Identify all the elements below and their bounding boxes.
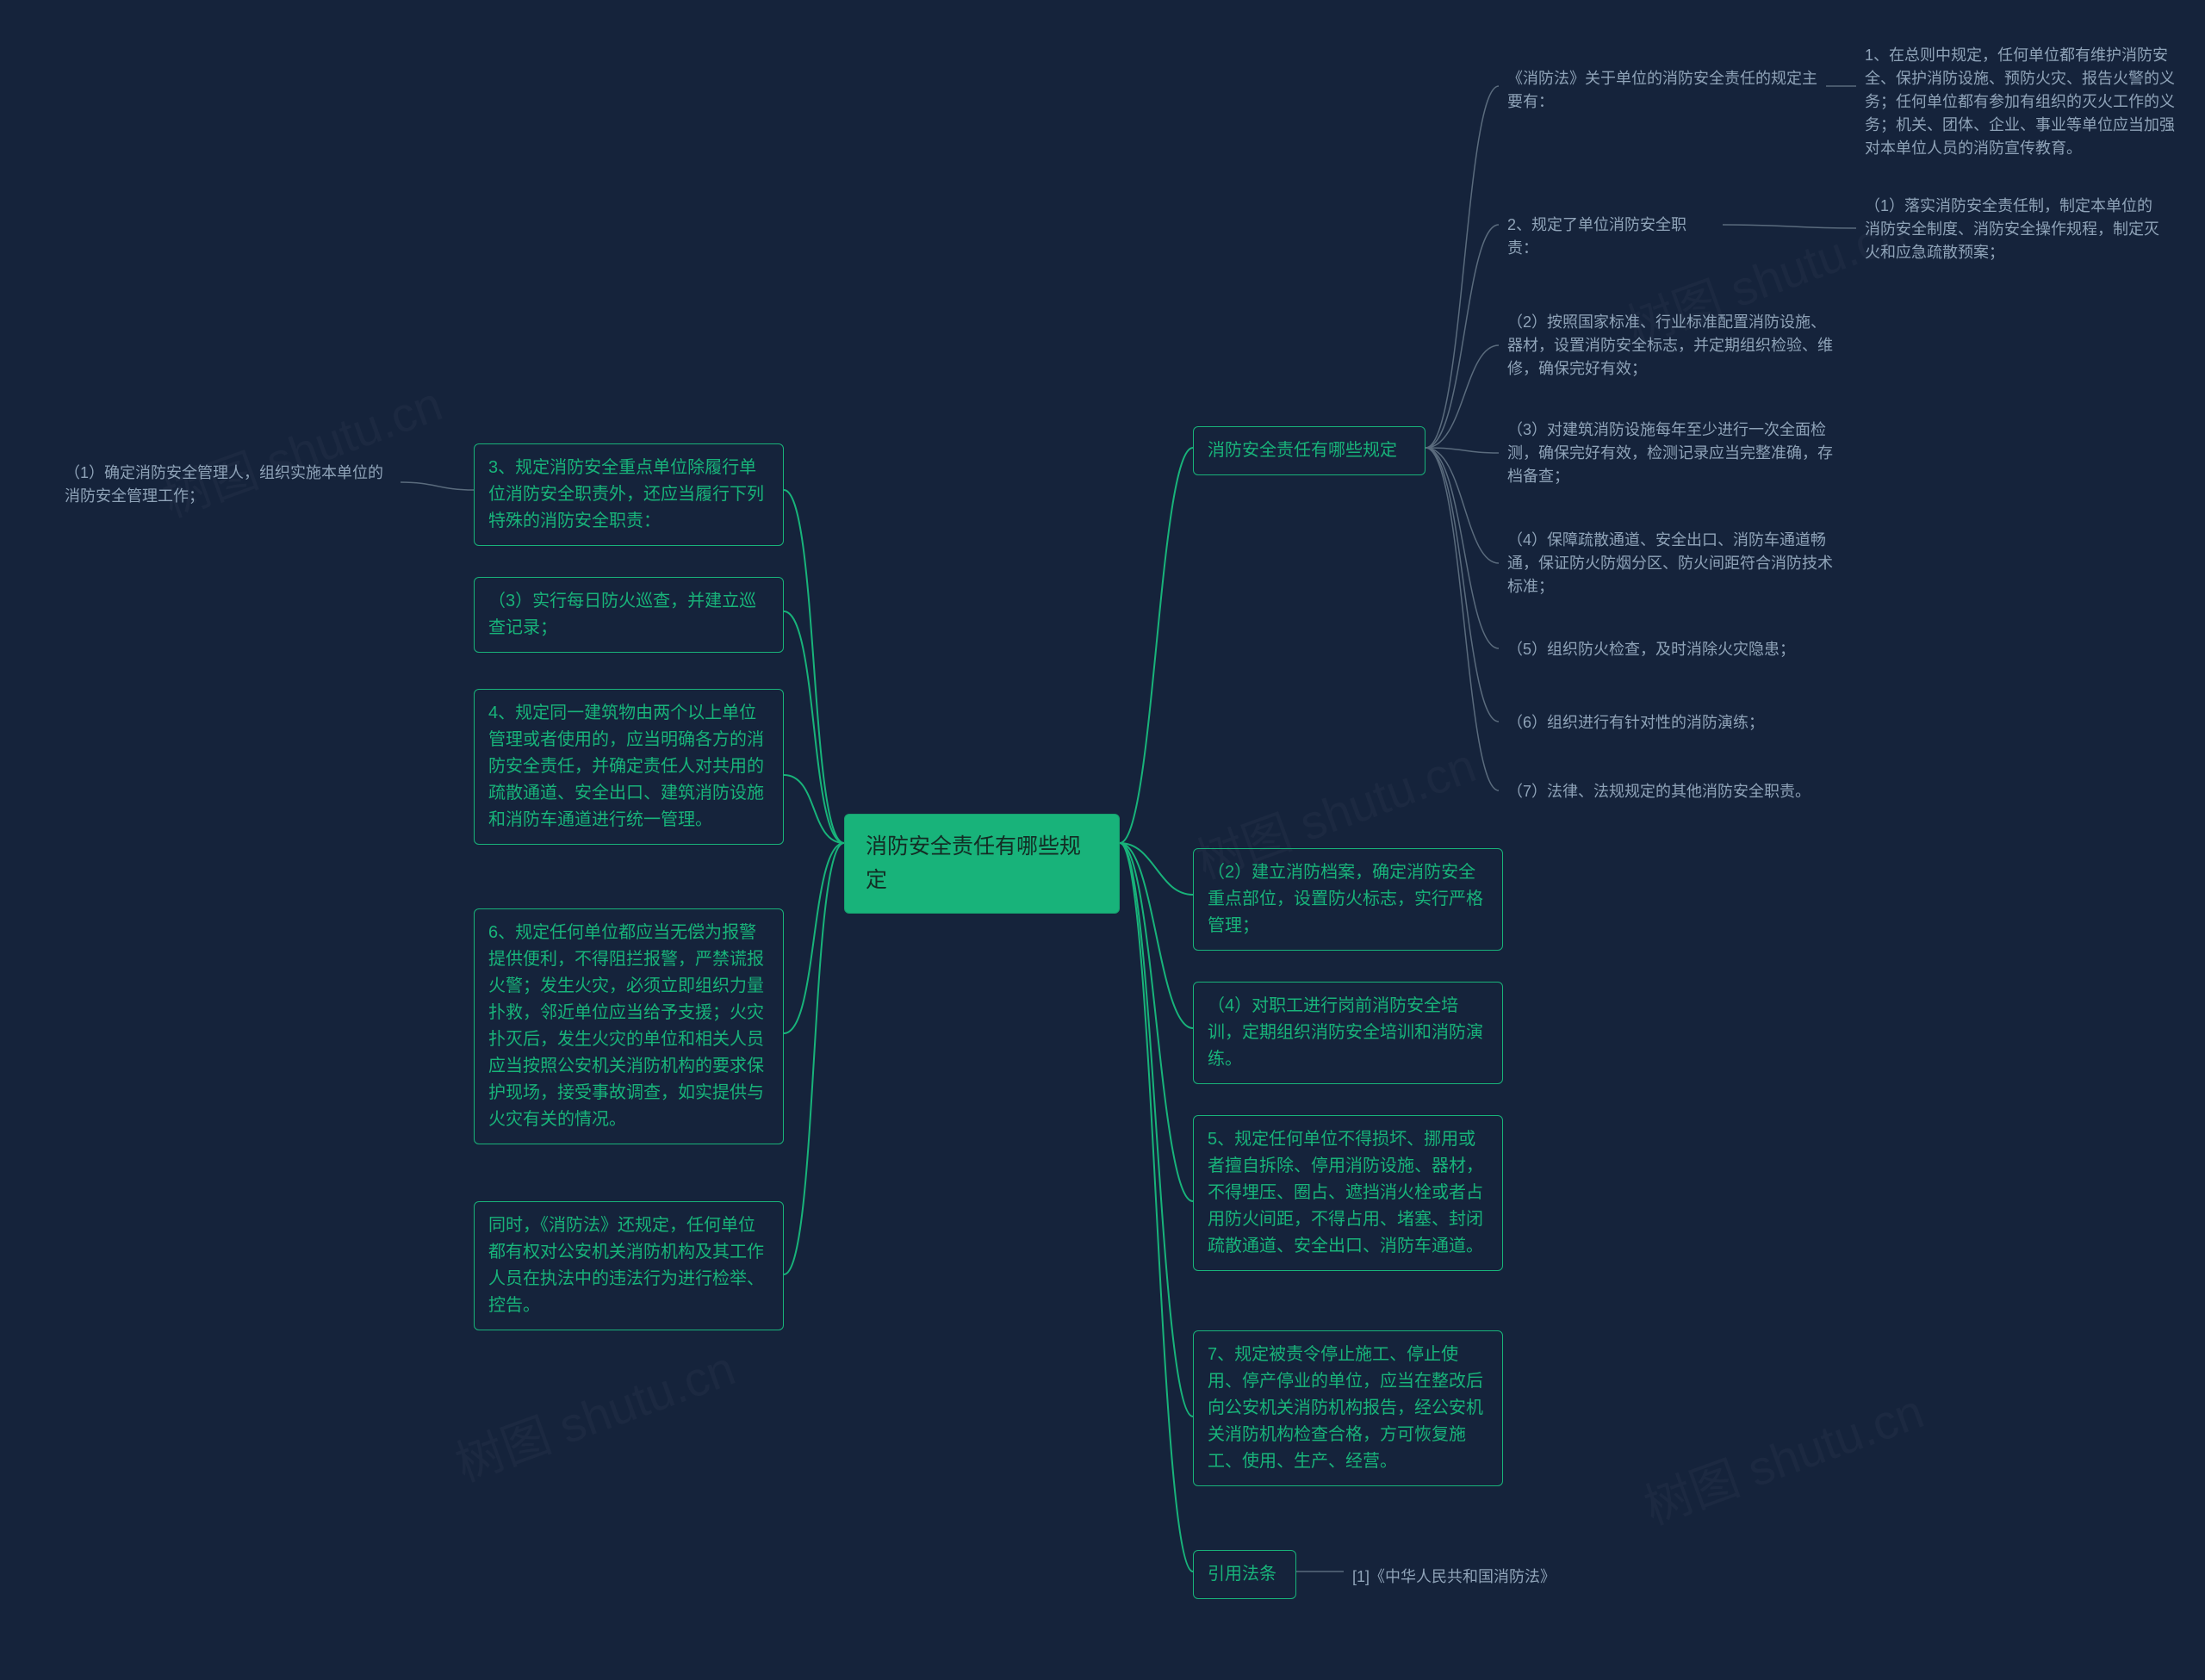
branch-right-5[interactable]: 5、规定任何单位不得损坏、挪用或者擅自拆除、停用消防设施、器材，不得埋压、圈占、…	[1193, 1115, 1503, 1271]
branch-right-regulations[interactable]: 消防安全责任有哪些规定	[1193, 426, 1425, 475]
leaf-R1a-sub: 1、在总则中规定，任何单位都有维护消防安全、保护消防设施、预防火灾、报告火警的义…	[1856, 39, 2192, 165]
leaf-R1g: （6）组织进行有针对性的消防演练；	[1499, 706, 1792, 740]
leaf-R6a: [1]《中华人民共和国消防法》	[1344, 1560, 1568, 1594]
leaf-R1b-sub: （1）落实消防安全责任制，制定本单位的消防安全制度、消防安全操作规程，制定灭火和…	[1856, 189, 2171, 270]
leaf-R1b: 2、规定了单位消防安全职责：	[1499, 208, 1723, 265]
leaf-R1h: （7）法律、法规规定的其他消防安全职责。	[1499, 775, 1826, 809]
watermark: 树图 shutu.cn	[444, 1330, 743, 1495]
branch-left-4[interactable]: 4、规定同一建筑物由两个以上单位管理或者使用的，应当明确各方的消防安全责任，并确…	[474, 689, 784, 845]
branch-right-4[interactable]: （4）对职工进行岗前消防安全培训，定期组织消防安全培训和消防演练。	[1193, 982, 1503, 1084]
branch-left-6[interactable]: 6、规定任何单位都应当无偿为报警提供便利，不得阻拦报警，严禁谎报火警；发生火灾，…	[474, 908, 784, 1144]
leaf-R1d: （3）对建筑消防设施每年至少进行一次全面检测，确保完好有效，检测记录应当完整准确…	[1499, 413, 1843, 493]
branch-left-tongshi[interactable]: 同时，《消防法》还规定，任何单位都有权对公安机关消防机构及其工作人员在执法中的违…	[474, 1201, 784, 1330]
branch-left-3-sub[interactable]: （3）实行每日防火巡查，并建立巡查记录；	[474, 577, 784, 653]
watermark: 树图 shutu.cn	[1633, 1373, 1932, 1538]
leaf-L1a: （1）确定消防安全管理人，组织实施本单位的消防安全管理工作；	[56, 456, 401, 513]
center-node[interactable]: 消防安全责任有哪些规定	[844, 814, 1120, 914]
branch-right-7[interactable]: 7、规定被责令停止施工、停止使用、停产停业的单位，应当在整改后向公安机关消防机构…	[1193, 1330, 1503, 1486]
leaf-R1e: （4）保障疏散通道、安全出口、消防车通道畅通，保证防火防烟分区、防火间距符合消防…	[1499, 524, 1843, 604]
branch-right-citation[interactable]: 引用法条	[1193, 1550, 1296, 1599]
branch-right-2[interactable]: （2）建立消防档案，确定消防安全重点部位，设置防火标志，实行严格管理；	[1193, 848, 1503, 951]
branch-left-3[interactable]: 3、规定消防安全重点单位除履行单位消防安全职责外，还应当履行下列特殊的消防安全职…	[474, 443, 784, 546]
leaf-R1f: （5）组织防火检查，及时消除火灾隐患；	[1499, 633, 1809, 666]
leaf-R1c: （2）按照国家标准、行业标准配置消防设施、器材，设置消防安全标志，并定期组织检验…	[1499, 306, 1843, 386]
leaf-R1a: 《消防法》关于单位的消防安全责任的规定主要有：	[1499, 62, 1826, 119]
